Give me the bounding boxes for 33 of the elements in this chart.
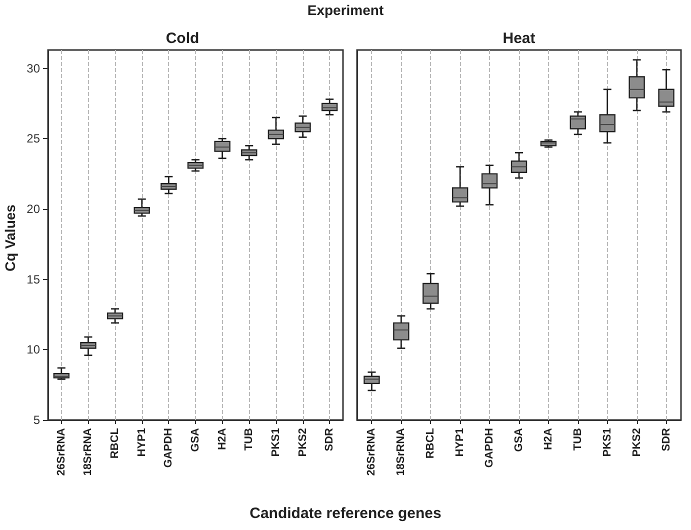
chart-title: Heat [502, 30, 536, 47]
x-tick-label: TUB [243, 428, 256, 451]
x-tick-label: GAPDH [484, 428, 496, 468]
y-tick-label: 25 [26, 132, 40, 146]
x-tick-label: RBCL [109, 428, 122, 459]
y-tick-label: 10 [26, 342, 40, 357]
y-tick-label: 20 [26, 202, 40, 216]
x-tick-label: H2A [216, 428, 228, 450]
x-tick-label: H2A [542, 428, 554, 450]
x-tick-label: PKS2 [630, 428, 643, 457]
x-tick-label: 18SrRNA [82, 428, 94, 476]
x-tick-label: RBCL [424, 428, 437, 459]
x-tick-label: GSA [513, 428, 525, 452]
x-tick-label: TUB [572, 428, 584, 451]
x-tick-label: 26SrRNA [55, 428, 68, 476]
y-tick-label: 5 [33, 413, 40, 427]
x-tick-label: GAPDH [162, 428, 175, 468]
x-tick-label: GSA [190, 428, 202, 452]
x-tick-label: PKS1 [601, 428, 614, 457]
x-tick-label: 18SrRNA [395, 428, 408, 476]
y-tick-label: 15 [26, 272, 40, 286]
y-tick-label: 30 [26, 61, 40, 76]
x-tick-label: PKS1 [270, 428, 282, 457]
y-axis-title: Cq Values [2, 204, 18, 274]
text: Experiment [306, 2, 385, 18]
x-tick-label: PKS2 [296, 428, 309, 457]
x-tick-label: SDR [660, 428, 672, 452]
chart-title: Cold [166, 30, 200, 47]
x-tick-label: 26SrRNA [366, 428, 378, 476]
x-tick-label: SDR [324, 428, 336, 452]
x-axis-title: Candidate reference genes [248, 505, 442, 522]
x-tick-label: HYP1 [454, 428, 466, 457]
x-tick-label: HYP1 [136, 428, 148, 457]
